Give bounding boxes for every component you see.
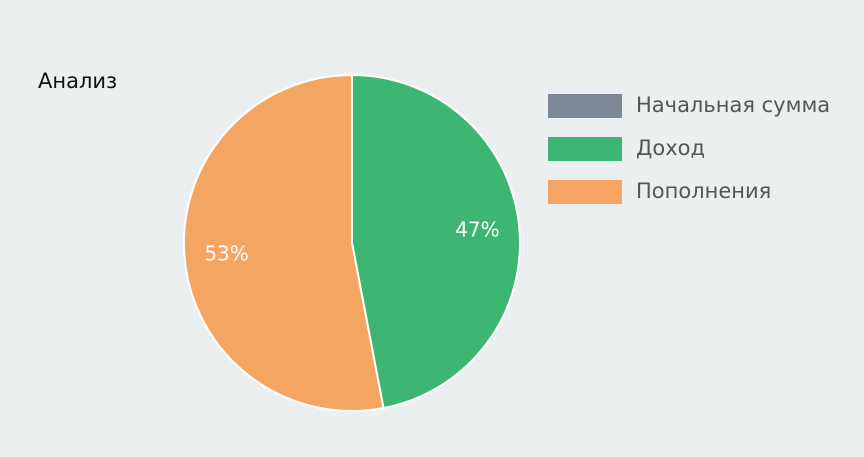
- data-label: 53%: [204, 241, 248, 265]
- legend-swatch: [548, 180, 622, 204]
- legend-swatch: [548, 137, 622, 161]
- legend-label: Доход: [636, 136, 705, 160]
- pie-slice: [183, 73, 385, 412]
- legend-swatch: [548, 94, 622, 118]
- chart-title: Анализ: [38, 69, 117, 93]
- pie-slice: [351, 73, 521, 410]
- legend-label: Начальная сумма: [636, 93, 830, 117]
- data-label: 47%: [455, 218, 499, 242]
- legend-label: Пополнения: [636, 179, 771, 203]
